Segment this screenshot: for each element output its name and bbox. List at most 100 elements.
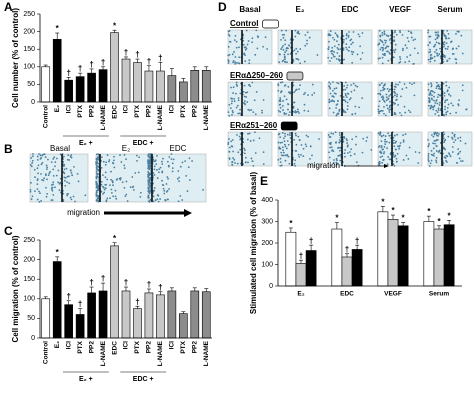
cell	[69, 196, 72, 199]
cell	[40, 163, 43, 166]
cell	[338, 55, 341, 57]
significance-mark: †	[158, 53, 162, 62]
cell	[283, 113, 286, 116]
cell	[38, 153, 40, 155]
cell	[380, 140, 383, 143]
cell	[230, 140, 233, 143]
cell	[247, 108, 250, 111]
cell	[156, 198, 159, 200]
cell	[300, 153, 302, 156]
cell	[435, 109, 438, 112]
cell	[36, 198, 39, 201]
cell	[437, 31, 440, 33]
cell	[39, 157, 42, 160]
cell	[347, 36, 350, 38]
cell	[442, 43, 445, 45]
cell	[309, 145, 312, 148]
cell	[447, 45, 450, 48]
cell	[299, 84, 301, 87]
cell	[392, 163, 395, 166]
cell	[432, 147, 435, 150]
cell	[377, 92, 380, 95]
cell	[106, 154, 109, 157]
cell	[293, 101, 296, 104]
cell	[96, 197, 99, 200]
cell	[278, 100, 281, 102]
cell	[335, 157, 338, 160]
cell	[138, 156, 141, 159]
cell	[396, 152, 399, 155]
x-tick-label: EDC	[111, 105, 118, 119]
cell	[278, 132, 281, 135]
cell	[238, 62, 241, 65]
cell	[280, 48, 283, 50]
cell	[343, 152, 346, 155]
cell	[383, 151, 386, 153]
cell	[62, 155, 65, 158]
cell	[438, 133, 440, 135]
cell	[287, 108, 289, 111]
cell	[251, 81, 254, 84]
cell	[438, 149, 441, 152]
cell	[333, 55, 335, 58]
cell	[435, 138, 438, 141]
cell	[285, 29, 288, 32]
cell	[335, 163, 338, 166]
cell	[292, 60, 295, 62]
cell	[287, 155, 290, 158]
cell	[438, 85, 441, 88]
bar	[110, 32, 119, 103]
legend-swatch	[262, 19, 279, 29]
cell	[134, 172, 137, 174]
cell	[379, 89, 382, 92]
cell	[246, 101, 249, 103]
cell	[97, 195, 100, 198]
cell	[383, 105, 385, 108]
cell	[29, 188, 32, 191]
cell	[244, 60, 247, 63]
cell	[280, 90, 283, 93]
cell	[304, 92, 306, 94]
cell	[289, 92, 292, 95]
cell	[393, 39, 396, 42]
cell	[70, 171, 73, 174]
cell	[392, 49, 395, 52]
cell	[350, 50, 353, 53]
cell	[162, 184, 165, 187]
cell	[410, 36, 413, 39]
cell	[105, 183, 107, 186]
cell	[279, 157, 282, 160]
cell	[284, 43, 287, 46]
cell	[455, 161, 458, 164]
significance-mark: *	[381, 198, 385, 207]
cell	[387, 59, 390, 62]
cell	[100, 156, 103, 159]
cell	[330, 132, 333, 135]
cell	[400, 114, 403, 117]
cell	[168, 188, 170, 190]
cell	[427, 138, 429, 141]
cell	[382, 85, 385, 87]
cell	[289, 53, 292, 55]
cell	[385, 93, 388, 96]
cell	[245, 29, 248, 32]
group-label: E₂ +	[79, 140, 93, 147]
x-tick-label: L-NAME	[100, 104, 107, 130]
cell	[430, 85, 433, 88]
cell	[437, 151, 440, 153]
cell	[432, 106, 435, 108]
cell	[439, 88, 442, 91]
cell	[379, 48, 382, 51]
cell	[162, 157, 164, 160]
cell	[455, 111, 457, 114]
cell	[286, 133, 289, 136]
cell	[303, 109, 306, 112]
cell	[262, 45, 265, 48]
cell	[231, 53, 234, 56]
cell	[433, 45, 436, 48]
cell	[65, 167, 68, 170]
cell	[392, 136, 395, 139]
cell	[427, 29, 430, 32]
cell	[281, 46, 284, 49]
cell	[119, 154, 121, 157]
